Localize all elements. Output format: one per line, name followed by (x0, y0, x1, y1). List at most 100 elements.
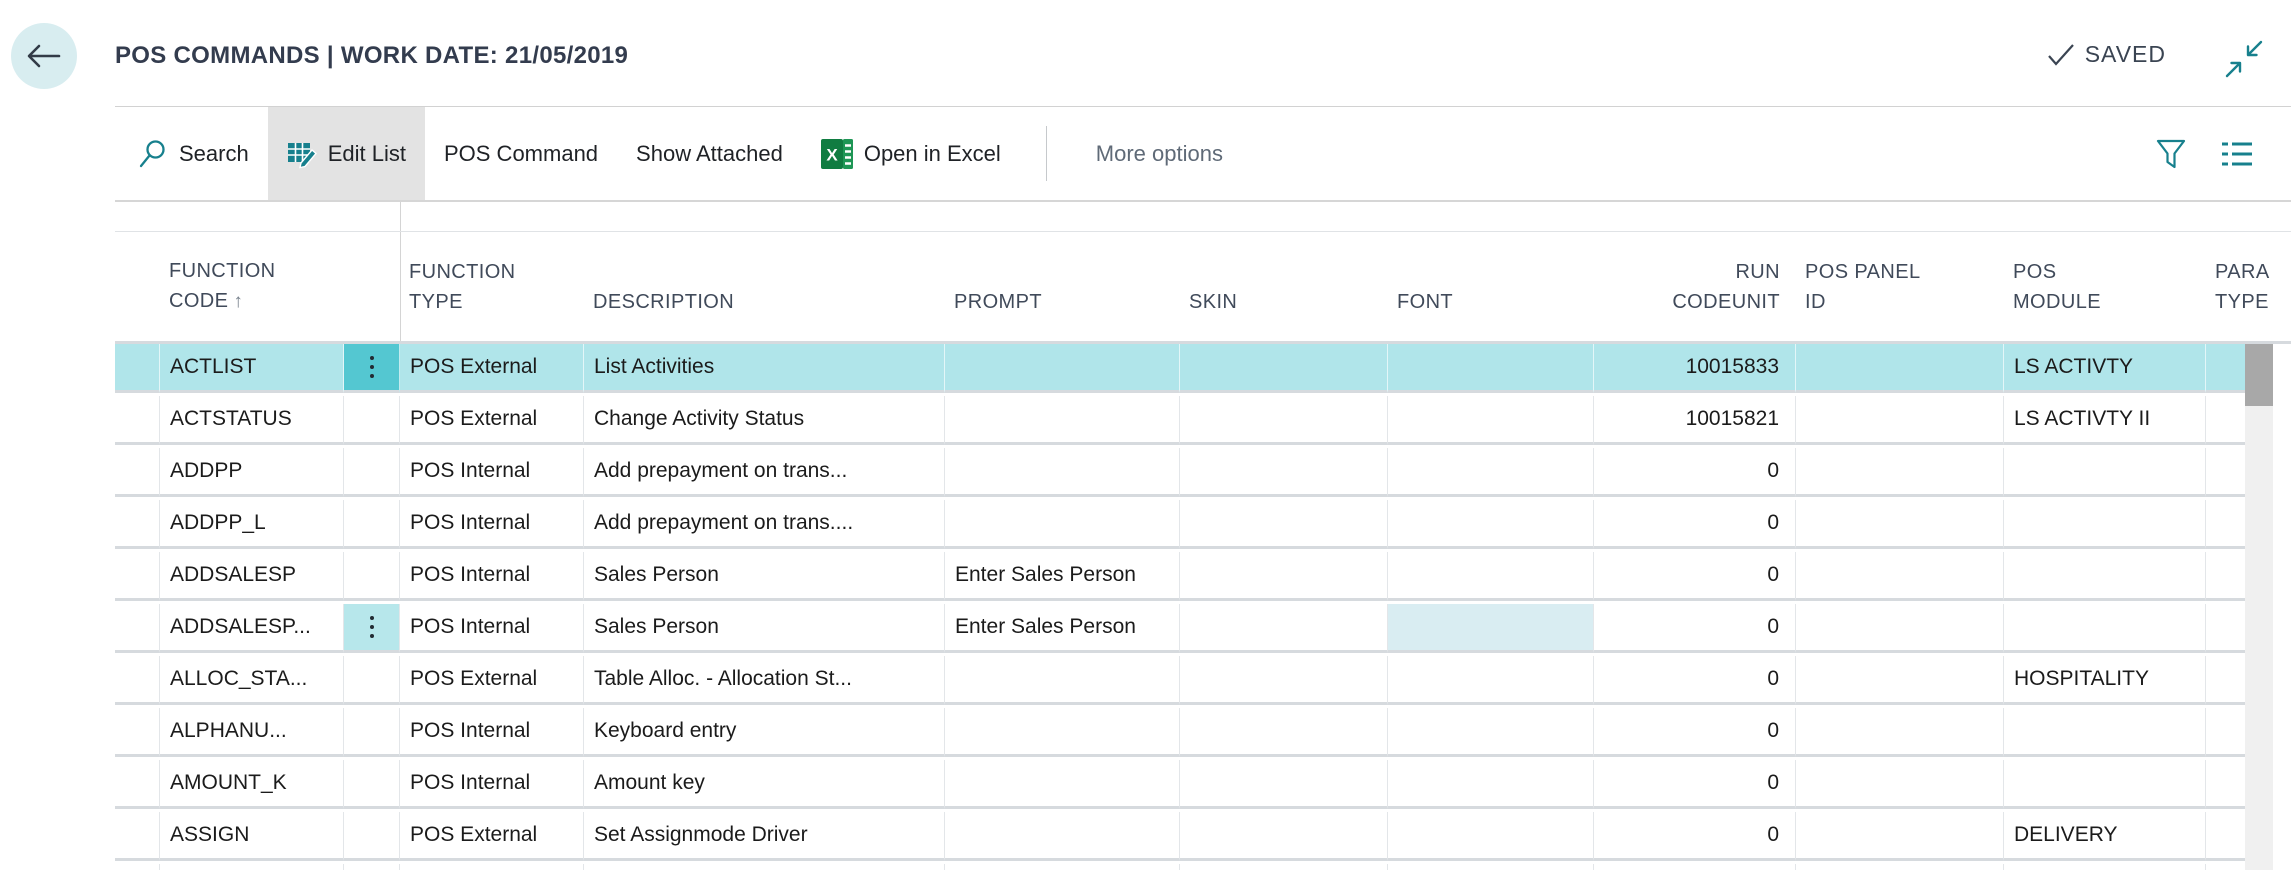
column-header-function-type[interactable]: FUNCTION TYPE (409, 261, 516, 313)
show-attached-button[interactable]: Show Attached (617, 107, 802, 200)
cell-skin[interactable] (1180, 604, 1388, 653)
cell-function-code[interactable]: ADDPP_L (160, 500, 344, 549)
column-header-font[interactable]: FONT (1397, 291, 1454, 313)
cell-skin[interactable] (1180, 396, 1388, 445)
vertical-scrollbar[interactable] (2245, 344, 2273, 870)
cell-function-type[interactable]: POS Internal (400, 760, 584, 809)
cell-function-code[interactable]: ACTSTATUS (160, 396, 344, 445)
cell-pos-module[interactable] (2004, 864, 2206, 870)
cell-description[interactable]: Add prepayment on trans.... (584, 500, 945, 549)
cell-font[interactable] (1388, 552, 1594, 601)
cell-function-code[interactable]: ALLOC_STA... (160, 656, 344, 705)
cell-pos-module[interactable] (2004, 708, 2206, 757)
cell-pos-module[interactable] (2004, 448, 2206, 497)
cell-run-codeunit[interactable]: 0 (1594, 656, 1796, 705)
row-menu-button[interactable] (344, 760, 400, 809)
cell-description[interactable]: Table Alloc. - Allocation St... (584, 656, 945, 705)
cell-pos-panel-id[interactable] (1796, 656, 2004, 705)
row-menu-button[interactable] (344, 812, 400, 861)
column-header-pos-module[interactable]: POS MODULE (2013, 261, 2101, 313)
cell-pos-panel-id[interactable] (1796, 552, 2004, 601)
cell-font[interactable] (1388, 708, 1594, 757)
cell-description[interactable]: Amount key (584, 760, 945, 809)
cell-prompt[interactable] (945, 656, 1180, 705)
cell-skin[interactable] (1180, 760, 1388, 809)
cell-description[interactable]: List Activities (584, 344, 945, 393)
cell-function-type[interactable]: POS Internal (400, 604, 584, 653)
cell-function-type[interactable]: POS Internal (400, 448, 584, 497)
cell-run-codeunit[interactable]: 10015821 (1594, 396, 1796, 445)
row-menu-button[interactable] (344, 656, 400, 705)
view-options-button[interactable] (2219, 136, 2255, 172)
pos-command-button[interactable]: POS Command (425, 107, 617, 200)
cell-skin[interactable] (1180, 552, 1388, 601)
row-menu-button[interactable] (344, 604, 400, 653)
cell-run-codeunit[interactable]: 0 (1594, 448, 1796, 497)
column-header-run-codeunit[interactable]: RUN CODEUNIT (1672, 261, 1780, 313)
row-selector-cell[interactable] (115, 344, 160, 393)
row-selector-cell[interactable] (115, 396, 160, 445)
cell-function-type[interactable]: POS Internal (400, 552, 584, 601)
cell-pos-module[interactable]: DELIVERY (2004, 812, 2206, 861)
cell-function-type[interactable]: POS External (400, 344, 584, 393)
cell-function-code[interactable]: ADDSALESP (160, 552, 344, 601)
cell-run-codeunit[interactable]: 0 (1594, 604, 1796, 653)
cell-function-type[interactable]: POS External (400, 396, 584, 445)
cell-pos-panel-id[interactable] (1796, 708, 2004, 757)
cell-font[interactable] (1388, 448, 1594, 497)
cell-function-code[interactable] (160, 864, 344, 870)
row-menu-button[interactable] (344, 864, 400, 870)
cell-function-type[interactable]: POS Internal (400, 500, 584, 549)
cell-description[interactable]: Sales Person (584, 604, 945, 653)
row-selector-cell[interactable] (115, 760, 160, 809)
cell-description[interactable] (584, 864, 945, 870)
cell-font[interactable] (1388, 812, 1594, 861)
cell-font[interactable] (1388, 344, 1594, 393)
cell-description[interactable]: Set Assignmode Driver (584, 812, 945, 861)
cell-skin[interactable] (1180, 344, 1388, 393)
cell-prompt[interactable]: Enter Sales Person (945, 552, 1180, 601)
row-selector-cell[interactable] (115, 604, 160, 653)
row-selector-cell[interactable] (115, 656, 160, 705)
cell-skin[interactable] (1180, 500, 1388, 549)
cell-function-type[interactable]: POS External (400, 812, 584, 861)
cell-pos-module[interactable]: HOSPITALITY (2004, 656, 2206, 705)
cell-run-codeunit[interactable]: 0 (1594, 812, 1796, 861)
cell-pos-module[interactable] (2004, 552, 2206, 601)
cell-font[interactable] (1388, 864, 1594, 870)
cell-function-code[interactable]: ACTLIST (160, 344, 344, 393)
cell-prompt[interactable] (945, 396, 1180, 445)
cell-pos-module[interactable] (2004, 500, 2206, 549)
cell-pos-module[interactable]: LS ACTIVTY II (2004, 396, 2206, 445)
cell-font[interactable] (1388, 760, 1594, 809)
cell-prompt[interactable] (945, 344, 1180, 393)
filter-button[interactable] (2153, 136, 2189, 172)
edit-list-button[interactable]: Edit List (267, 107, 425, 200)
cell-prompt[interactable] (945, 708, 1180, 757)
cell-description[interactable]: Sales Person (584, 552, 945, 601)
row-selector-cell[interactable] (115, 552, 160, 601)
cell-run-codeunit[interactable]: 0 (1594, 760, 1796, 809)
cell-pos-module[interactable] (2004, 760, 2206, 809)
row-menu-button[interactable] (344, 396, 400, 445)
row-selector-cell[interactable] (115, 864, 160, 870)
cell-font[interactable] (1388, 396, 1594, 445)
cell-function-code[interactable]: AMOUNT_K (160, 760, 344, 809)
cell-font[interactable] (1388, 500, 1594, 549)
column-header-skin[interactable]: SKIN (1189, 291, 1238, 313)
cell-run-codeunit[interactable]: 10015833 (1594, 344, 1796, 393)
cell-pos-panel-id[interactable] (1796, 604, 2004, 653)
cell-pos-panel-id[interactable] (1796, 864, 2004, 870)
row-selector-cell[interactable] (115, 708, 160, 757)
column-header-prompt[interactable]: PROMPT (954, 291, 1042, 313)
row-menu-button[interactable] (344, 448, 400, 497)
cell-function-code[interactable]: ADDSALESP... (160, 604, 344, 653)
scrollbar-thumb[interactable] (2245, 344, 2273, 406)
cell-skin[interactable] (1180, 656, 1388, 705)
cell-prompt[interactable] (945, 864, 1180, 870)
cell-skin[interactable] (1180, 864, 1388, 870)
cell-prompt[interactable]: Enter Sales Person (945, 604, 1180, 653)
cell-function-type[interactable] (400, 864, 584, 870)
cell-function-code[interactable]: ADDPP (160, 448, 344, 497)
search-button[interactable]: Search (119, 107, 268, 200)
